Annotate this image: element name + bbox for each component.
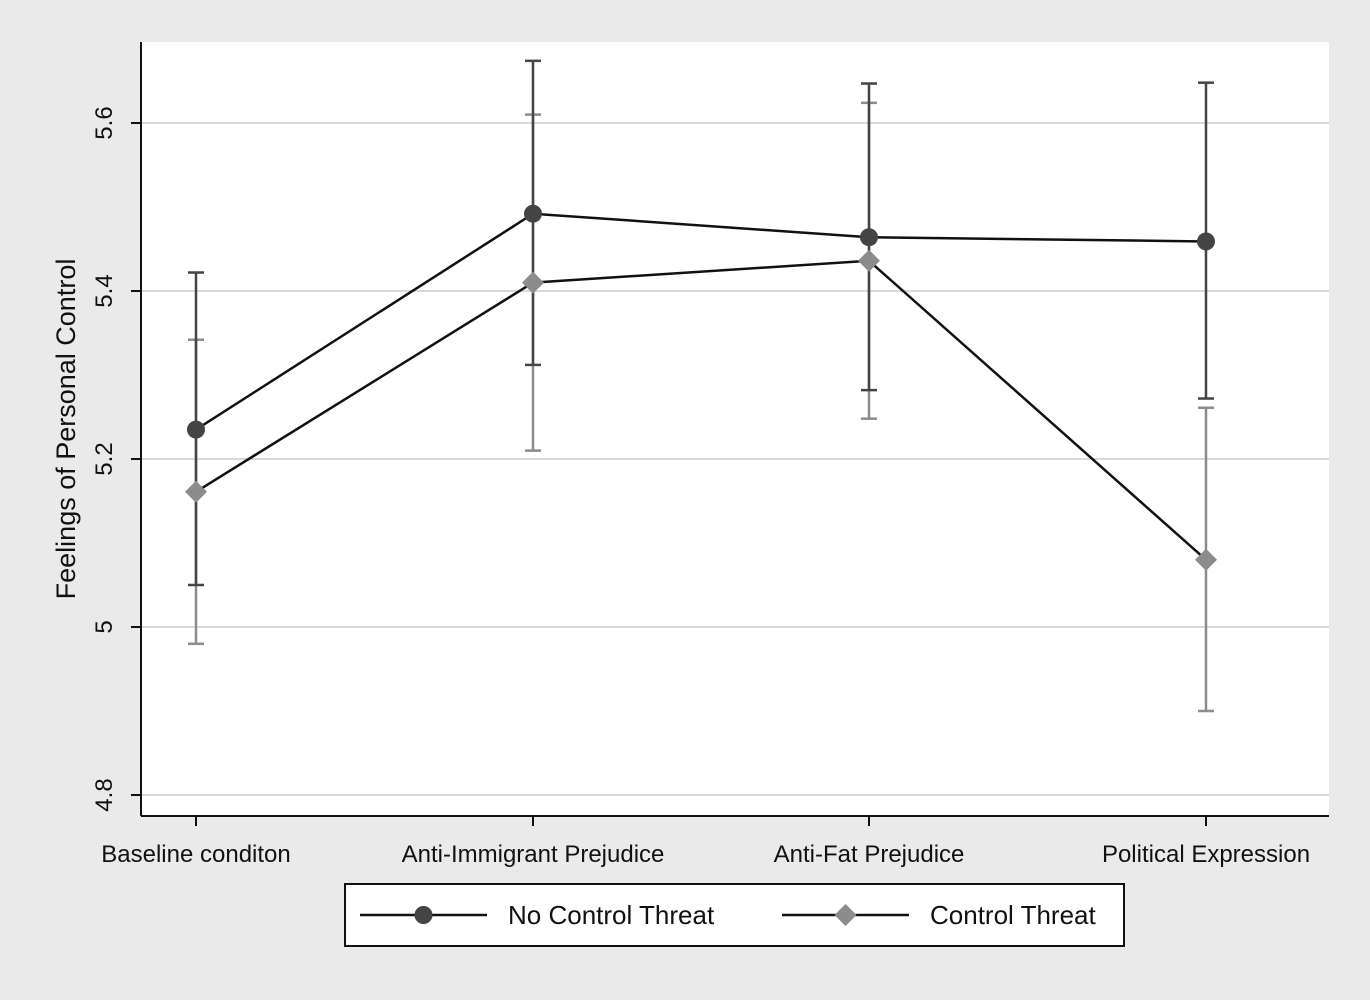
grid-lines bbox=[141, 122, 1329, 796]
data-point-circle bbox=[187, 420, 205, 439]
legend-circle-marker bbox=[414, 906, 433, 924]
plot-background bbox=[141, 42, 1329, 816]
series-markers bbox=[185, 204, 1217, 571]
data-point-circle bbox=[1197, 232, 1215, 251]
y-tick-label: 4.8 bbox=[91, 778, 118, 811]
series-lines bbox=[195, 212, 1207, 561]
x-tick-label: Anti-Immigrant Prejudice bbox=[402, 841, 665, 868]
series-line bbox=[195, 259, 1207, 561]
y-tick-label: 5.2 bbox=[91, 442, 118, 475]
y-tick-label: 5 bbox=[91, 620, 118, 633]
data-point-diamond bbox=[522, 271, 544, 294]
data-point-diamond bbox=[185, 480, 207, 503]
x-ticks: Baseline conditon Anti-Immigrant Prejudic… bbox=[101, 816, 1310, 868]
series-line bbox=[195, 212, 1207, 431]
data-point-diamond bbox=[1195, 548, 1217, 571]
x-tick-label: Anti-Fat Prejudice bbox=[774, 841, 965, 868]
x-tick-label: Baseline conditon bbox=[101, 841, 290, 868]
data-point-circle bbox=[524, 204, 542, 223]
data-point-circle bbox=[860, 228, 878, 247]
x-tick-label: Political Expression bbox=[1102, 841, 1310, 868]
legend-diamond-marker bbox=[834, 904, 857, 926]
legend-label: Control Threat bbox=[930, 900, 1096, 930]
legend-label: No Control Threat bbox=[508, 900, 715, 930]
y-tick-label: 5.6 bbox=[91, 106, 118, 139]
legend: No Control Threat Control Threat bbox=[344, 883, 1125, 947]
y-tick-label: 5.4 bbox=[91, 274, 118, 307]
y-axis-title: Feelings of Personal Control bbox=[51, 259, 81, 600]
y-ticks: 4.8 5 5.2 5.4 5.6 bbox=[91, 106, 141, 812]
data-point-diamond bbox=[858, 249, 880, 272]
